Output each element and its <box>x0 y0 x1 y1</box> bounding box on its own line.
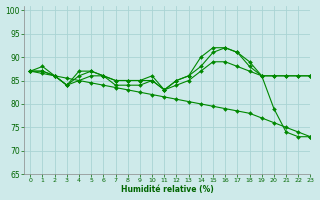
X-axis label: Humidité relative (%): Humidité relative (%) <box>121 185 214 194</box>
